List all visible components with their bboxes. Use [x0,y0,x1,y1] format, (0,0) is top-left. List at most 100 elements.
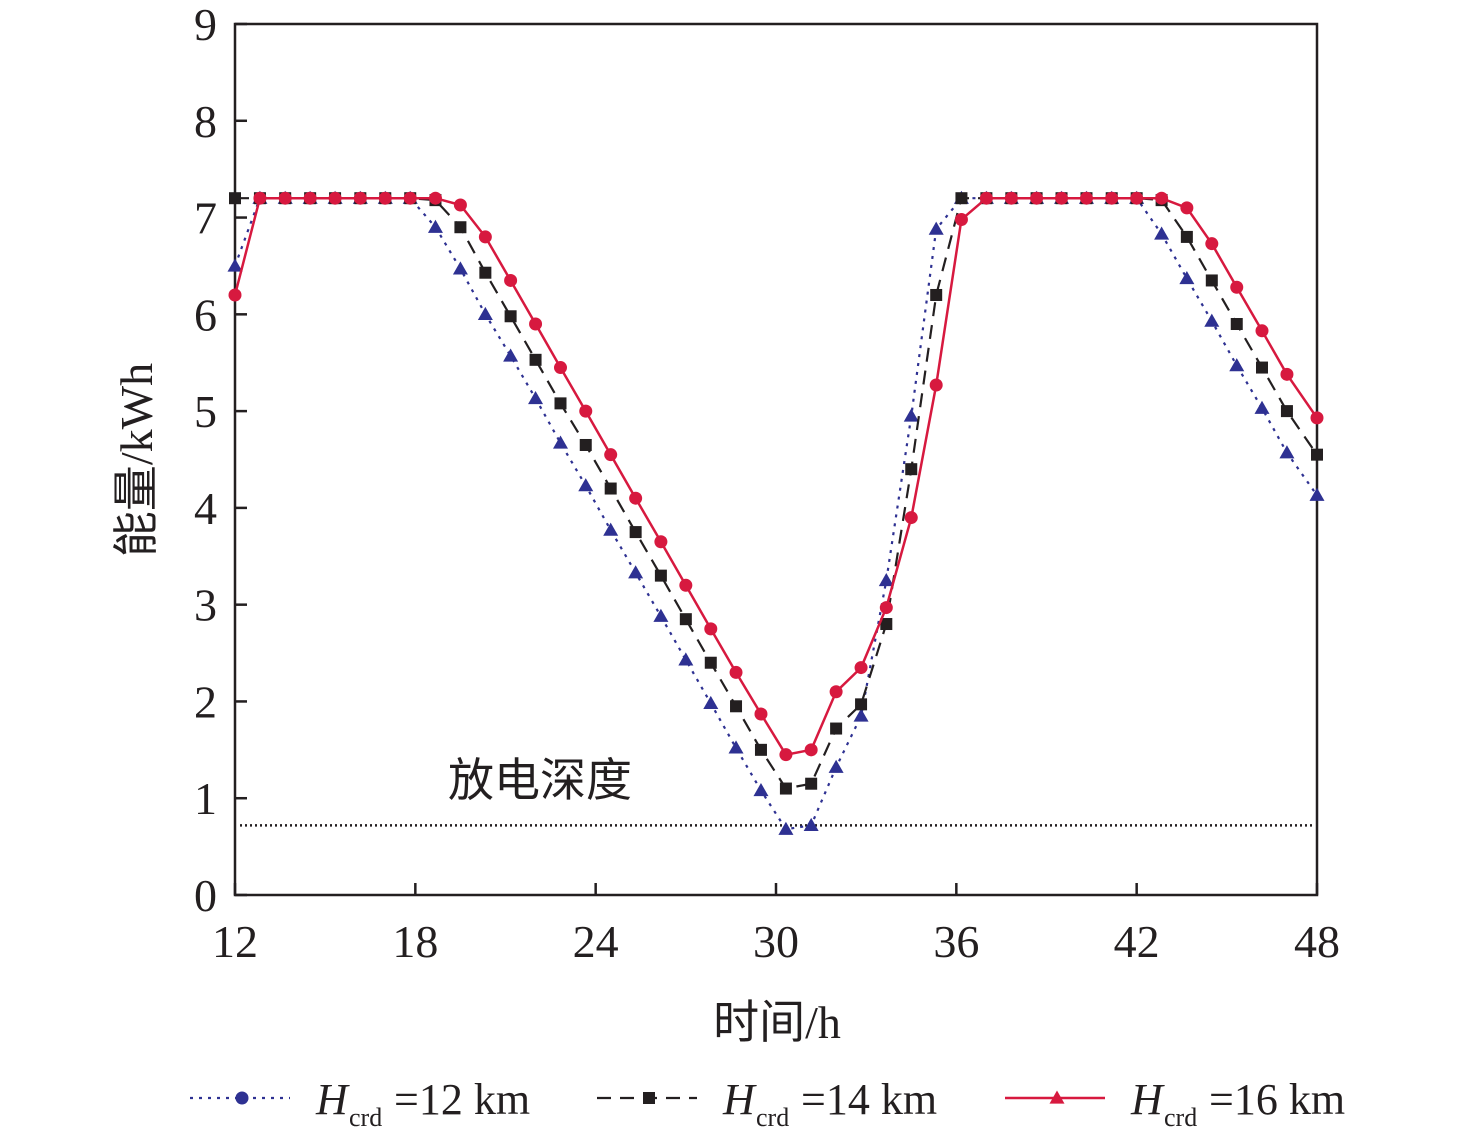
series-2-point [930,288,943,301]
series-1-point [878,572,894,587]
series-3-point [1310,411,1324,425]
series-1-point [853,708,869,722]
legend-label-subscript: crd [349,1103,382,1132]
series-3-point [704,622,718,636]
series-1-point [928,221,944,235]
series-3-point [228,288,242,302]
series-3-point [929,378,943,392]
series-2-point [880,618,893,631]
series-2-point [579,438,592,451]
series-1-point [728,740,744,754]
series-2-point [805,777,818,790]
series-3-point [453,198,467,212]
series-3-point [954,212,968,226]
series-1-point [1279,445,1295,459]
series-2-point [229,192,241,205]
series-2-point [654,569,667,582]
legend-label-value: =16 km [1209,1075,1345,1124]
series-1-point [528,391,544,405]
series-3-point [353,191,367,205]
series-3-point [829,685,843,699]
series-1-point [903,408,919,422]
series-3-point [754,707,768,721]
series-1-point [1179,271,1195,285]
series-1-point [703,695,719,710]
legend-label-subscript: crd [756,1103,789,1132]
series-2-point [830,722,843,735]
series-1-point [503,348,519,362]
series-1-point [778,821,794,835]
series-2-point [1205,274,1218,287]
series-1-point [753,782,769,797]
axis-ticks [233,22,1319,897]
series-2-point [1255,361,1268,374]
series-3-point [428,191,442,205]
series-1-point [1154,226,1170,240]
series-3-point [1130,191,1144,205]
series-3-point [904,511,918,525]
series-3-point [253,191,267,205]
series-2-point [1230,318,1243,331]
series-2-point [529,353,542,366]
series-2-point [679,613,692,626]
series-1-point [1229,358,1245,372]
series-3-point [1205,237,1219,251]
plot-frame [233,22,1319,897]
series-3-point [854,661,868,675]
legend-label-italic: H [315,1075,350,1124]
y-tick-label: 5 [194,386,217,437]
series-2-point [629,526,642,539]
series-2-point [1311,448,1323,461]
series-3-point [604,448,618,462]
x-tick-label: 48 [1294,916,1340,967]
series-1-line [233,197,1318,831]
series-3-point [579,404,593,418]
series-3-point [1230,280,1244,294]
series-2-point [504,310,517,323]
series-3-point [378,191,392,205]
y-tick-label: 0 [194,870,217,921]
series-3-point [403,191,417,205]
series-3-point [779,748,793,762]
series-3-point [504,273,518,287]
y-tick-label: 6 [194,289,217,340]
series-3-point [1280,367,1294,381]
series-1-point [227,258,243,272]
legend-label-italic: H [722,1075,757,1124]
series-3-line [233,196,1319,757]
x-tick-label: 18 [392,916,438,967]
series-1-point [477,306,493,320]
series-2-point [1180,230,1193,243]
legend-marker-2 [643,1092,655,1104]
series-3-point [554,361,568,375]
series-3 [228,191,1324,762]
series-layer [227,190,1325,835]
series-1-point [578,478,594,492]
y-tick-label: 8 [194,96,217,147]
y-tick-label: 1 [194,773,217,824]
series-1-point [1204,313,1220,327]
x-tick-label: 12 [212,916,258,967]
series-3-point [478,230,492,244]
series-3-point [1055,191,1069,205]
legend-marker-3 [1049,1090,1065,1104]
series-3-point [1255,324,1269,338]
series-2-point [779,782,792,795]
legend-label-value: =14 km [801,1075,937,1124]
series-2-point [905,463,918,476]
series-1-point [678,652,694,666]
series-2-point [704,656,717,669]
series-1-point [452,261,468,275]
series-3-point [529,317,543,331]
series-2-point [754,743,767,756]
series-2-point [1280,405,1293,418]
depth-of-discharge-annotation: 放电深度 [448,755,632,806]
series-3-point [1155,191,1169,205]
x-tick-label: 30 [753,916,799,967]
series-3-point [1079,191,1093,205]
series-3-point [1105,191,1119,205]
